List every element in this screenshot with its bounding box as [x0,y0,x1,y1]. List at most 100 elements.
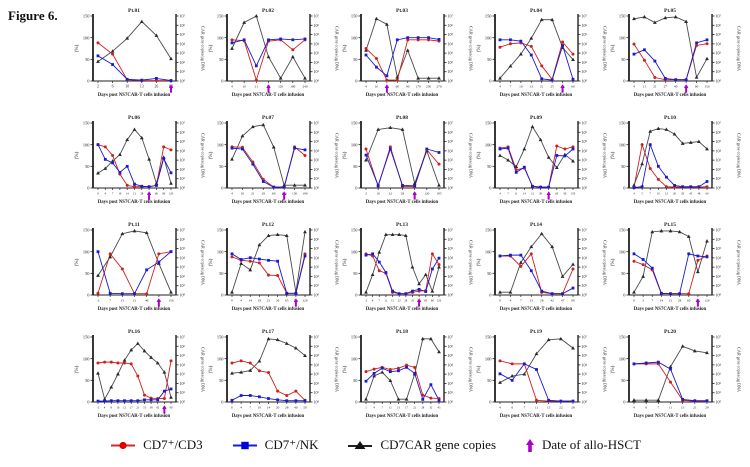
x-axis-label: Days post NS7CAR-T cells infusion [232,414,305,419]
svg-text:28: 28 [285,406,289,410]
svg-text:10⁴: 10⁴ [582,255,588,260]
allo-hsct-arrow [156,298,162,307]
x-axis-label: Days post NS7CAR-T cells infusion [366,200,439,205]
right-axis-label: CAR gene copies/μg DNA [737,240,742,285]
svg-text:10³: 10³ [582,265,588,270]
series-cd7-nk [633,253,708,295]
series-cd7-nk [499,147,574,188]
left-axis-label: (%) [343,365,348,373]
series-cd7-nk [97,55,172,82]
series-car-copies [500,232,574,293]
legend-item-car-copies: CD7CAR gene copies [346,437,496,453]
svg-text:10²: 10² [180,381,186,386]
svg-text:10⁵: 10⁵ [582,139,588,144]
svg-text:43: 43 [689,192,692,196]
panel-title: Pt.19 [530,329,542,335]
panel-title: Pt.13 [396,222,408,228]
svg-text:150: 150 [485,121,492,126]
svg-text:120: 120 [704,299,709,303]
svg-text:10²: 10² [582,167,588,172]
svg-text:10⁵: 10⁵ [582,32,588,37]
svg-text:4: 4 [633,85,635,89]
svg-text:60: 60 [706,192,709,196]
svg-text:0: 0 [221,400,224,405]
svg-text:0: 0 [87,293,90,298]
svg-text:10⁵: 10⁵ [314,139,320,144]
svg-text:10⁶: 10⁶ [180,23,186,28]
svg-text:7: 7 [651,299,653,303]
svg-text:0: 0 [87,186,90,191]
svg-text:10⁵: 10⁵ [716,139,722,144]
svg-text:7: 7 [112,192,114,196]
series-cd7-nk [365,37,440,77]
right-axis-label: CAR gene copies/μg DNA [201,26,206,71]
series-car-copies [499,125,574,169]
svg-text:21: 21 [251,192,255,196]
svg-text:10⁴: 10⁴ [180,362,186,367]
svg-text:10²: 10² [314,167,320,172]
svg-text:10³: 10³ [314,372,320,377]
svg-text:4: 4 [499,85,501,89]
svg-text:0: 0 [623,186,626,191]
right-axis-label: CAR gene copies/μg DNA [335,240,340,285]
svg-text:11: 11 [385,299,388,303]
svg-text:10⁰: 10⁰ [314,186,320,191]
series-car-copies [231,124,305,186]
svg-text:28: 28 [539,192,542,196]
svg-text:21: 21 [693,406,697,410]
allo-hsct-arrow [695,298,701,307]
svg-text:150: 150 [619,228,626,233]
svg-text:10¹: 10¹ [716,69,722,74]
svg-text:31: 31 [143,406,146,410]
svg-text:10⁷: 10⁷ [314,121,320,126]
series-cd7-cd3 [365,39,440,81]
svg-text:4: 4 [365,85,367,89]
series-cd7-cd3 [365,364,440,399]
svg-text:26: 26 [276,299,280,303]
x-axis-label: Days post NS7CAR-T cells infusion [366,414,439,419]
svg-text:40: 40 [294,406,298,410]
left-axis-label: (%) [343,258,348,266]
svg-text:50: 50 [353,164,358,169]
svg-text:100: 100 [619,356,626,361]
svg-text:0: 0 [499,299,501,303]
svg-text:0: 0 [97,192,99,196]
svg-text:22: 22 [398,299,401,303]
left-axis-label: (%) [75,44,80,52]
panel-title: Pt.06 [128,115,140,121]
svg-text:15: 15 [391,299,394,303]
svg-text:10: 10 [242,85,246,89]
svg-text:0: 0 [489,293,492,298]
svg-text:50: 50 [219,164,224,169]
svg-text:10³: 10³ [448,51,454,56]
svg-text:4: 4 [240,299,242,303]
svg-text:7: 7 [249,406,251,410]
x-axis-label: Days post NS7CAR-T cells infusion [232,200,305,205]
svg-text:100: 100 [83,356,90,361]
svg-text:10⁰: 10⁰ [180,186,186,191]
left-axis-label: (%) [75,365,80,373]
svg-text:10⁷: 10⁷ [314,228,320,233]
series-cd7-cd3 [365,145,440,188]
panel-Pt.07: Pt.07 0 50 100 150 10⁷ 10⁶ 10⁵ 10⁴ 10³ 10² 10¹ 10⁰ 4 1… [209,115,340,205]
svg-text:10⁰: 10⁰ [180,400,186,405]
svg-text:10²: 10² [716,274,722,279]
svg-text:10¹: 10¹ [180,390,186,395]
svg-text:10⁷: 10⁷ [180,228,186,233]
panel-title: Pt.04 [530,8,542,14]
svg-text:150: 150 [217,335,224,340]
svg-text:20: 20 [276,406,280,410]
svg-text:150: 150 [485,228,492,233]
panel-Pt.15: Pt.15 0 50 100 150 10⁷ 10⁶ 10⁵ 10⁴ 10³ 10² 10¹ 10⁰ 0 3… [611,222,742,312]
svg-text:10³: 10³ [582,51,588,56]
svg-text:4: 4 [499,406,501,410]
x-axis-label: Days post NS7CAR-T cells infusion [366,307,439,312]
svg-text:50: 50 [85,271,90,276]
svg-text:7: 7 [109,299,111,303]
svg-text:0: 0 [355,79,358,84]
svg-text:-2: -2 [365,299,368,303]
svg-text:90: 90 [695,85,699,89]
svg-text:19: 19 [258,299,262,303]
x-axis-label: Days post NS7CAR-T cells infusion [634,93,707,98]
panel-title: Pt.11 [128,222,140,228]
